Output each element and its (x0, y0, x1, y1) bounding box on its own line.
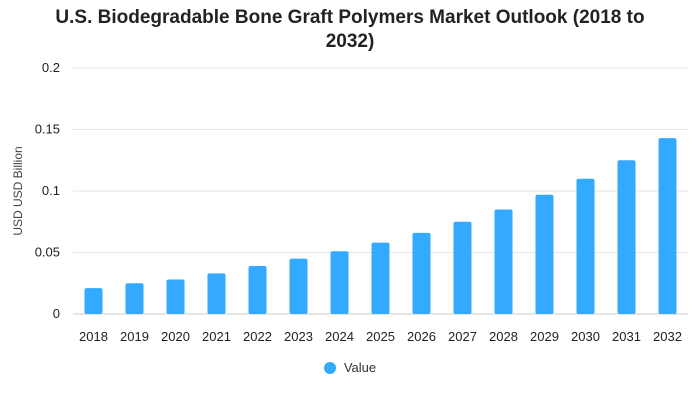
x-tick-label: 2021 (202, 329, 231, 344)
x-tick-label: 2022 (243, 329, 272, 344)
y-tick-label: 0.15 (35, 122, 60, 137)
x-tick-label: 2018 (79, 329, 108, 344)
bar (371, 242, 390, 314)
x-tick-label: 2029 (530, 329, 559, 344)
chart-title-line-1: U.S. Biodegradable Bone Graft Polymers M… (55, 7, 645, 28)
x-tick-label: 2032 (653, 329, 682, 344)
y-tick-label: 0 (53, 306, 60, 321)
x-tick-label: 2026 (407, 329, 436, 344)
x-tick-label: 2030 (571, 329, 600, 344)
x-tick-label: 2028 (489, 329, 518, 344)
bars (84, 138, 677, 314)
bar (617, 160, 636, 314)
x-tick-labels: 2018 2019 2020 2021 2022 2023 2024 2025 2026 2027… (79, 329, 682, 344)
bar (84, 288, 103, 314)
bar (125, 283, 144, 314)
bar (248, 266, 267, 314)
bar (412, 232, 431, 314)
bar (289, 258, 308, 314)
bar (535, 194, 554, 314)
y-tick-labels: 0 0.05 0.1 0.15 0.2 (35, 60, 60, 321)
chart-title-line-2: 2032) (325, 31, 375, 52)
bar (658, 138, 677, 314)
chart-title: U.S. Biodegradable Bone Graft Polymers M… (0, 6, 700, 54)
y-tick-label: 0.2 (42, 60, 60, 75)
bar (207, 273, 226, 314)
bar (330, 251, 349, 314)
legend-label: Value (343, 360, 377, 375)
x-tick-label: 2027 (448, 329, 477, 344)
bar (166, 279, 185, 314)
legend-swatch (323, 361, 336, 374)
x-tick-label: 2031 (612, 329, 641, 344)
x-tick-label: 2019 (120, 329, 149, 344)
bar (453, 221, 472, 314)
x-tick-label: 2020 (161, 329, 190, 344)
y-axis-label: USD USD Billion (11, 146, 25, 235)
y-tick-label: 0.05 (35, 245, 60, 260)
bar (494, 209, 513, 314)
legend: Value (0, 360, 700, 375)
x-tick-label: 2023 (284, 329, 313, 344)
x-tick-label: 2024 (325, 329, 354, 344)
y-tick-label: 0.1 (42, 183, 60, 198)
x-tick-label: 2025 (366, 329, 395, 344)
bar (576, 178, 595, 314)
